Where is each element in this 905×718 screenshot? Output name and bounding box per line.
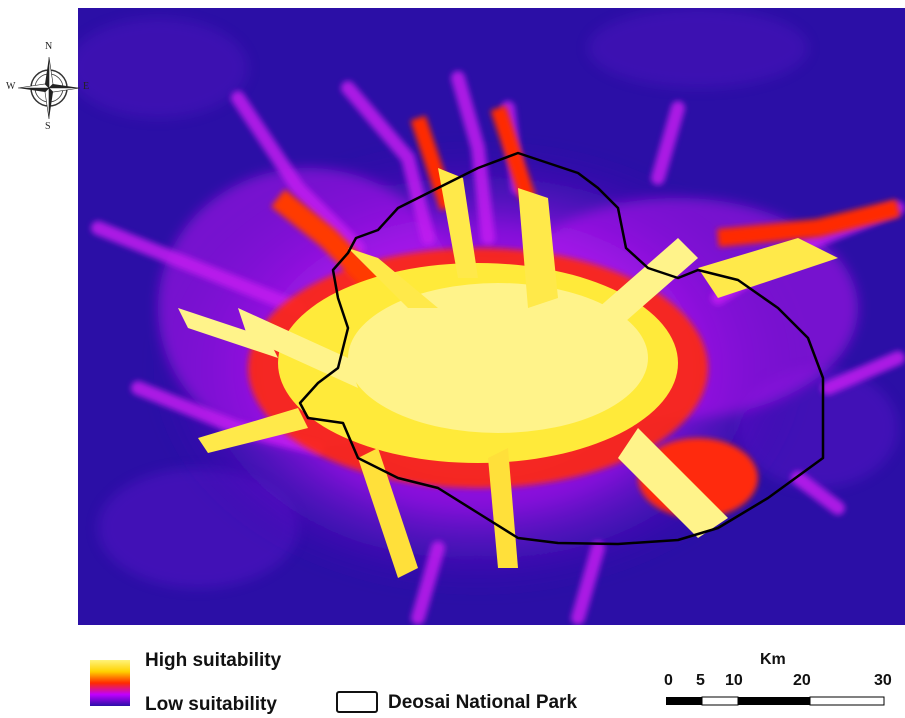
scale-tick-label: 30 bbox=[874, 672, 892, 689]
scale-tick-label: 10 bbox=[725, 672, 743, 689]
deosai-park-boundary[interactable] bbox=[298, 151, 825, 546]
suitability-map[interactable] bbox=[78, 8, 905, 625]
suitability-gradient-swatch bbox=[90, 660, 130, 706]
valley-lines bbox=[91, 71, 905, 625]
scale-tick-label: 20 bbox=[793, 672, 811, 689]
scale-tick-label: 5 bbox=[696, 672, 705, 689]
map-raster bbox=[78, 8, 905, 625]
legend-low-label: Low suitability bbox=[145, 694, 277, 715]
compass-south-label: S bbox=[45, 121, 51, 132]
compass-west-label: W bbox=[6, 81, 16, 92]
legend-park-label: Deosai National Park bbox=[388, 692, 578, 713]
park-boundary-swatch bbox=[336, 691, 378, 713]
compass-rose-icon bbox=[17, 56, 81, 120]
scale-unit-label: Km bbox=[760, 651, 786, 668]
compass-north-label: N bbox=[45, 41, 53, 52]
scale-bar: Km 0 5 10 20 30 bbox=[660, 650, 900, 710]
scale-tick-label: 0 bbox=[664, 672, 673, 689]
very-high-suitability-core bbox=[178, 168, 838, 578]
legend-high-label: High suitability bbox=[145, 650, 282, 671]
compass-rose: N S W E bbox=[6, 41, 90, 132]
compass-east-label: E bbox=[83, 81, 90, 92]
scale-bar-graphic bbox=[666, 696, 885, 706]
